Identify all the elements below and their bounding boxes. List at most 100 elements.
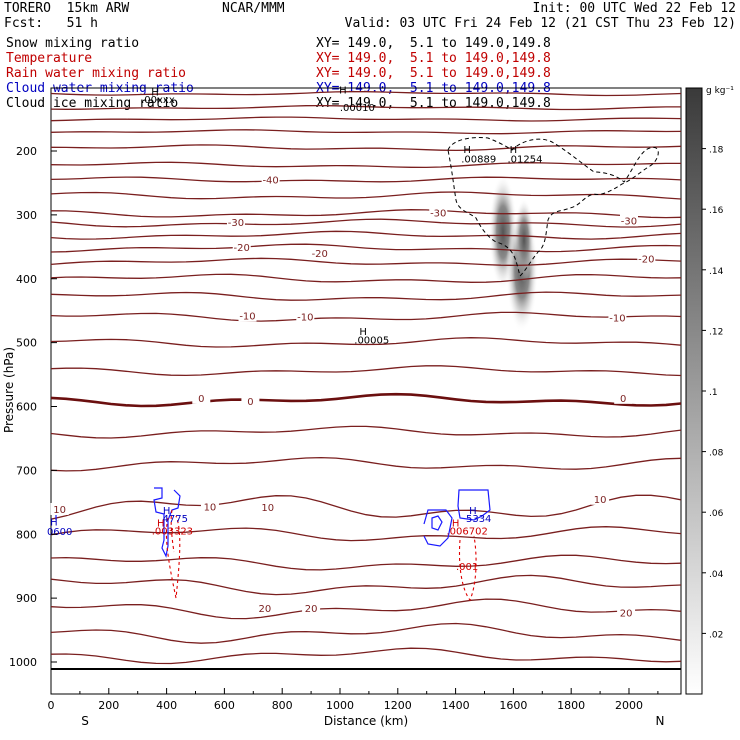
y-axis-label: Pressure (hPa)	[2, 347, 16, 433]
maximum-label: H	[50, 517, 58, 528]
isotherm-label-bg	[310, 246, 329, 259]
x-tick-label-0: 0	[48, 699, 55, 712]
field-name-temperature: Temperature	[6, 51, 93, 66]
x-axis-start-label: S	[81, 714, 89, 728]
colorbar-tick-label: .1	[709, 388, 718, 398]
maximum-label: .00010	[340, 103, 375, 114]
field-name-rain: Rain water mixing ratio	[6, 66, 187, 81]
isotherm-label-bg	[614, 391, 633, 404]
isotherm-label-bg	[238, 309, 257, 322]
isotherm-label: -30	[228, 218, 244, 229]
isotherm-line	[51, 257, 681, 267]
model-title: TORERO 15km ARW	[4, 1, 130, 16]
isotherm-label: 10	[53, 505, 66, 516]
isotherm-label-bg	[617, 606, 636, 619]
isotherm-label: -20	[638, 255, 654, 266]
isotherm-label-bg	[429, 206, 448, 219]
isotherm-label-bg	[608, 311, 627, 324]
isotherm-label-bg	[50, 502, 69, 515]
x-tick-label-400: 400	[156, 699, 177, 712]
init-label: Init: 00 UTC Wed 22 Feb 12	[532, 1, 737, 16]
cloud-water-contour-3	[457, 489, 491, 521]
isotherm-label-bg	[296, 310, 315, 323]
x-tick-label-1600: 1600	[499, 699, 527, 712]
isotherm-line	[51, 494, 681, 520]
isotherm-label: 0	[247, 397, 253, 408]
maximum-label: H	[151, 87, 159, 98]
isotherm-label: 0	[198, 394, 204, 405]
isotherm-label: -30	[430, 209, 446, 220]
colorbar-unit: g kg⁻¹	[706, 86, 734, 96]
x-tick-label-600: 600	[214, 699, 235, 712]
maximum-label: .00889	[461, 154, 496, 165]
isotherm-line	[51, 425, 681, 439]
maximum-label: H	[452, 519, 460, 530]
colorbar-tick-label: .06	[709, 509, 724, 519]
isotherm-label: -20	[234, 243, 250, 254]
rain-contour-3	[458, 535, 477, 602]
maximum-label: .01254	[507, 154, 542, 165]
isotherm-line	[51, 116, 681, 122]
cloud-water-contour-2	[153, 487, 181, 558]
temperature-labels: -30 -40 -30 -30 -20 -20 -20 -10 -10 -10 0 0 0 10 10 10 1…	[50, 173, 656, 619]
isotherm-label-bg	[232, 241, 251, 254]
x-tick-label-1200: 1200	[384, 699, 412, 712]
maximum-label: H	[339, 86, 347, 97]
x-tick-label-1800: 1800	[557, 699, 585, 712]
isotherm-line	[51, 598, 681, 620]
colorbar-tick-label: .16	[709, 206, 724, 216]
isotherm-line	[51, 129, 681, 135]
colorbar: .02 .04 .06 .08 .1 .12 .14 .16 .18 g kg⁻¹	[685, 86, 734, 695]
maximum-label: H	[359, 327, 367, 338]
isotherm-label: -20	[312, 249, 328, 260]
cloud-water-contour-4	[431, 515, 443, 531]
y-tick-label-700: 700	[16, 464, 37, 477]
maximum-label: .001	[456, 562, 478, 573]
plot-frame	[50, 87, 682, 695]
x-tick-label-200: 200	[98, 699, 119, 712]
isotherm-line	[51, 176, 681, 183]
isotherm-line	[51, 161, 681, 169]
rain-contour-2	[170, 509, 175, 553]
isotherm-line	[51, 574, 681, 596]
isotherm-label: 10	[594, 495, 607, 506]
isotherm-label: 0	[620, 394, 626, 405]
isotherm-line	[51, 218, 681, 228]
maxima-labels: H.00xxxH.00010H.00889H.01254H.00005H0600…	[47, 86, 543, 574]
isotherm-line	[51, 91, 681, 97]
colorbar-tick-label: .02	[709, 630, 723, 640]
y-tick-label-500: 500	[16, 337, 37, 350]
isotherm-label: 10	[204, 502, 217, 513]
isotherm-label-bg	[637, 252, 656, 265]
isotherm-label: 10	[261, 503, 274, 514]
org-label: NCAR/MMM	[222, 1, 285, 16]
maximum-label: H	[157, 519, 165, 530]
cloud-water-contours	[51, 487, 491, 558]
y-tick-label-400: 400	[16, 273, 37, 286]
isotherm-line	[51, 230, 681, 240]
isotherm-line	[51, 365, 681, 377]
isotherm-line	[51, 311, 681, 322]
isotherm-line	[51, 191, 681, 200]
isotherm-line	[51, 337, 681, 348]
rain-contours	[165, 509, 477, 602]
rain-contour-1	[165, 515, 181, 599]
isotherm-label: -10	[297, 313, 313, 324]
x-axis: 0 200 400 600 800 1000 1200 1400 1600 1800 2000	[48, 688, 659, 712]
y-tick-label-200: 200	[16, 145, 37, 158]
isotherm-label-bg	[258, 501, 277, 514]
isotherm-label-bg	[591, 492, 610, 505]
colorbar-tick-label: .14	[709, 267, 724, 277]
isotherm-line	[51, 243, 681, 253]
isotherm-label: -30	[621, 216, 637, 227]
colorbar-tick-label: .08	[709, 449, 724, 459]
maximum-label: H	[469, 506, 477, 517]
isotherm-label: -10	[609, 313, 625, 324]
isotherm-label-bg	[255, 601, 274, 614]
y-tick-label-800: 800	[16, 528, 37, 541]
fcst-label: Fcst: 51 h	[4, 16, 98, 31]
isotherm-line	[51, 104, 681, 111]
x-axis-end-label: N	[656, 714, 665, 728]
colorbar-ticks: .02 .04 .06 .08 .1 .12 .14 .16 .18	[702, 146, 724, 640]
